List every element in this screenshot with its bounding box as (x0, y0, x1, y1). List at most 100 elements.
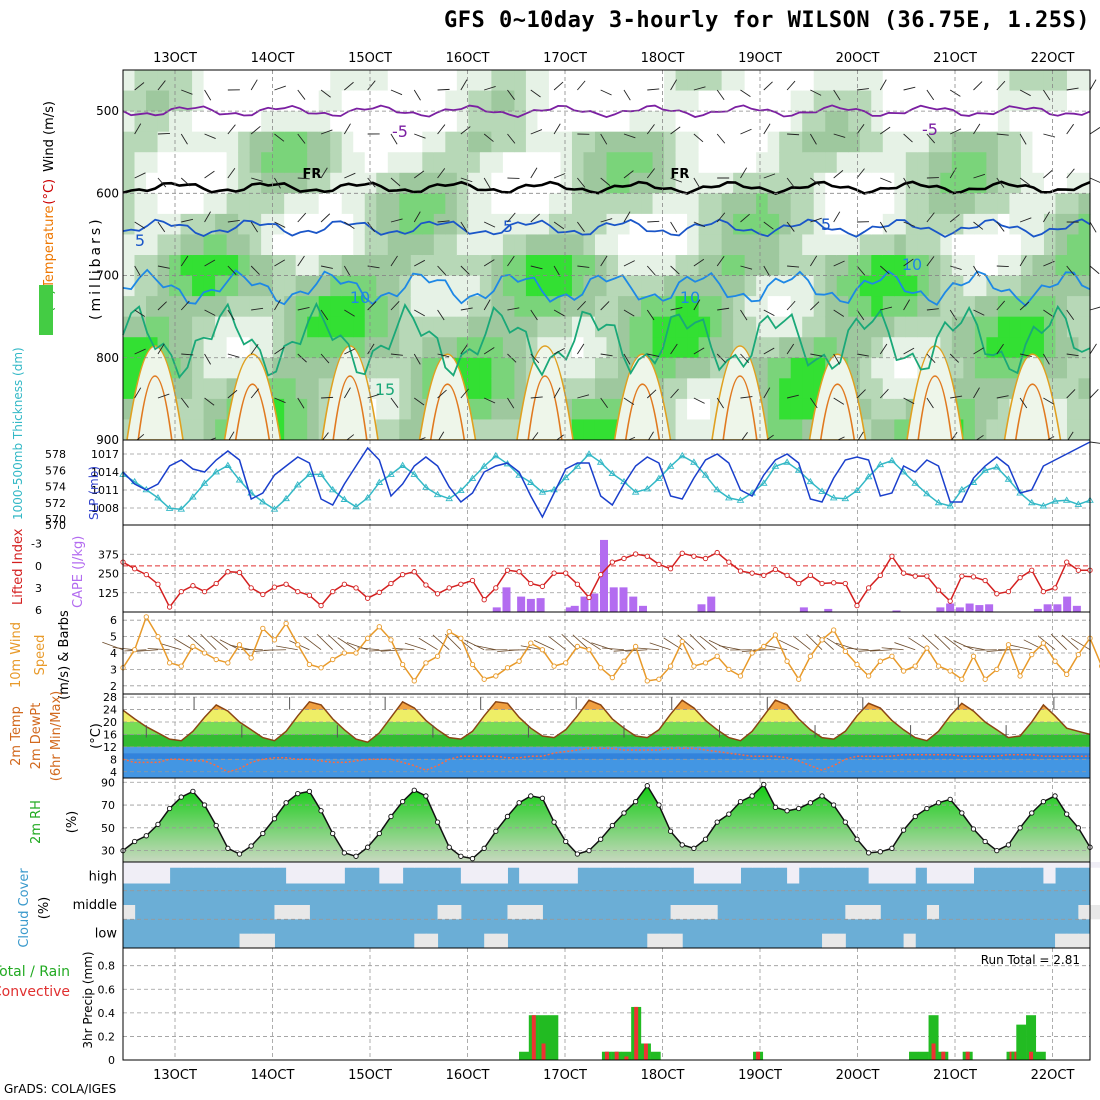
wind-barb (553, 123, 561, 135)
wind-speed-line-point (784, 658, 790, 664)
wind-speed-line-point (155, 633, 161, 640)
wind-speed-line-point (726, 666, 732, 673)
rh-cell (641, 316, 654, 338)
rh-cell (767, 357, 780, 379)
wind-barb (810, 353, 823, 357)
rh-cell (905, 90, 918, 112)
wind-barb (949, 309, 957, 321)
rh-cell (894, 419, 907, 441)
rh-cell (307, 316, 320, 338)
wind-barb (180, 300, 190, 311)
contour-label: 15 (375, 380, 395, 399)
rh-cell (905, 337, 918, 359)
rh-cell (571, 70, 585, 92)
rh-cell (502, 255, 516, 277)
wind-axis-label: (m/s) & Barbs (57, 610, 72, 700)
wind-barb (926, 89, 935, 101)
cloud-cell (658, 933, 672, 948)
wind-barb (414, 309, 425, 317)
surface-wind-barb (219, 639, 240, 651)
rh-cell (537, 275, 550, 297)
rh-cell (583, 131, 596, 153)
rh-cell (871, 316, 884, 338)
rh-line-point (528, 793, 534, 799)
wind-speed-line-point (1075, 651, 1081, 658)
precip-tick: 0.4 (98, 1007, 116, 1020)
lifted-index-line-point (1064, 559, 1070, 565)
cloud-cell (530, 862, 543, 884)
rh-cell (249, 131, 262, 153)
rh-cell (594, 419, 608, 441)
wind-barb (996, 265, 1009, 268)
thickness-line-point (492, 451, 500, 459)
temp-axis-label: 2m Temp (9, 706, 24, 766)
wind-barb (460, 177, 473, 183)
cloud-cell (728, 862, 741, 884)
rh-cell (514, 255, 527, 277)
lifted-index-line-point (504, 567, 511, 573)
rh-cell (525, 131, 539, 153)
precip-legend-label: Convective (0, 984, 70, 1000)
rh-cell (963, 316, 976, 338)
wind-barb (157, 221, 166, 233)
rh-cell (997, 378, 1011, 400)
rh-line-point (353, 853, 359, 859)
rh-cell (1066, 398, 1080, 421)
cloud-cell (484, 933, 497, 948)
rh-cell (134, 337, 147, 359)
cloud-cell (961, 862, 974, 884)
wind-speed-line-point (609, 674, 615, 681)
rh-cell (618, 172, 631, 194)
cloud-cell (262, 933, 275, 948)
thickness-line-point (783, 458, 791, 465)
rh-cell (675, 398, 688, 421)
rh-cell (779, 275, 792, 297)
rh-cell (180, 398, 193, 421)
rh-cell (445, 316, 458, 338)
rh-cell (675, 419, 688, 441)
rh-cell (318, 172, 331, 194)
slp-tick: 1017 (91, 448, 119, 461)
rh-cell (767, 193, 780, 215)
wind-barb (600, 133, 608, 145)
cloud-cell (1078, 862, 1091, 868)
rh-cell (502, 90, 516, 112)
rh-cell (974, 275, 987, 297)
rh-cell (157, 131, 170, 153)
rh-cell (963, 357, 976, 379)
rh-cell (698, 152, 711, 174)
rh-cell (376, 131, 389, 153)
precip-total-bar (918, 1051, 929, 1060)
rh-cell (594, 337, 608, 359)
rh-cell (986, 337, 999, 359)
cloud-row-label: middle (73, 898, 117, 913)
rh-cell (364, 70, 377, 92)
rh-cell (514, 357, 527, 379)
rh-cell (330, 152, 343, 174)
rh-line-point (772, 804, 779, 810)
lifted-index-line-point (260, 591, 266, 598)
rh-cell (594, 357, 608, 379)
rh-line-point (865, 850, 872, 856)
rh-cell (629, 337, 642, 359)
rh-cell (456, 255, 469, 277)
cloud-cell (1031, 862, 1044, 868)
rh-cell (203, 255, 216, 277)
rh-cell (917, 111, 930, 133)
rh-cell (307, 419, 320, 441)
rh-cell (387, 419, 400, 441)
wind-barb (180, 255, 189, 267)
rh-cell (468, 111, 481, 133)
cloud-cell (577, 862, 590, 868)
lifted-index-line-point (842, 580, 848, 587)
wind-barb (903, 133, 913, 143)
rh-cell (779, 193, 792, 215)
rh-legend-swatch (39, 285, 53, 335)
bottom-time-label: 20OCT (836, 1068, 880, 1083)
rh-cell (1055, 234, 1068, 256)
rh-cell (203, 90, 216, 112)
rh-cell (997, 398, 1011, 421)
rh-cell (134, 131, 147, 153)
rh-cell (295, 398, 308, 421)
surface-wind-barb (1070, 637, 1091, 651)
